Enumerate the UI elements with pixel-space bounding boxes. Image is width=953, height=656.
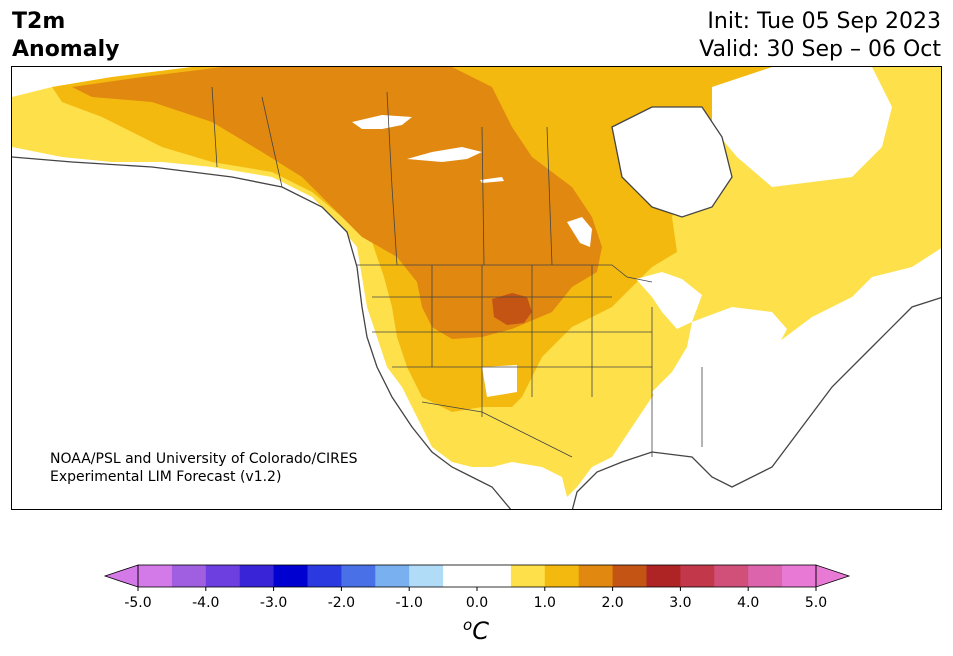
- unit-letter: C: [472, 617, 489, 645]
- colorbar-cell: [273, 565, 308, 587]
- pacific-ocean: [12, 157, 511, 509]
- colorbar-tick-label: 0.0: [466, 595, 488, 611]
- credit-line-2: Experimental LIM Forecast (v1.2): [50, 469, 282, 485]
- lake: [636, 272, 702, 329]
- colorbar-unit: oC: [463, 616, 489, 645]
- colorbar-cell: [375, 565, 410, 587]
- colorbar-tick-label: -2.0: [328, 595, 355, 611]
- colorbar-cell: [443, 565, 478, 587]
- credit-text: NOAA/PSL and University of Colorado/CIRE…: [50, 450, 358, 486]
- colorbar-tick-label: -5.0: [124, 595, 151, 611]
- colorbar-cell: [205, 565, 241, 587]
- gulf-of-mexico: [572, 297, 941, 509]
- lake: [352, 115, 412, 129]
- colorbar-cell: [578, 565, 614, 587]
- map-panel: NOAA/PSL and University of Colorado/CIRE…: [11, 66, 942, 510]
- lake: [480, 177, 504, 183]
- anomaly-region-2.0: [492, 293, 532, 325]
- colorbar-extend-low: [103, 564, 139, 588]
- colorbar-cell: [544, 565, 580, 587]
- map-title: T2m Anomaly: [12, 8, 119, 64]
- colorbar-cell: [748, 565, 783, 587]
- anomaly-region-neutral-east: [652, 307, 787, 447]
- colorbar-cell: [646, 565, 681, 587]
- colorbar-tick-label: 1.0: [534, 595, 556, 611]
- colorbar-tick-label: -4.0: [192, 595, 219, 611]
- colorbar-cell: [307, 565, 342, 587]
- colorbar-cell: [409, 565, 444, 587]
- credit-line-1: NOAA/PSL and University of Colorado/CIRE…: [50, 451, 358, 467]
- lake: [567, 217, 592, 247]
- colorbar-cell: [510, 565, 546, 587]
- colorbar-tick-label: 3.0: [669, 595, 691, 611]
- valid-date: Valid: 30 Sep – 06 Oct: [699, 37, 941, 62]
- colorbar-tick-label: 5.0: [805, 595, 827, 611]
- colorbar-cell: [138, 565, 173, 587]
- colorbar-extend-high: [815, 564, 851, 588]
- init-date: Init: Tue 05 Sep 2023: [707, 9, 941, 34]
- colorbar-cell: [239, 565, 275, 587]
- colorbar-tick-label: 4.0: [737, 595, 759, 611]
- colorbar-cell: [612, 565, 647, 587]
- colorbar-cell: [782, 565, 817, 587]
- coastlines: [12, 106, 941, 509]
- colorbar-tick-label: 2.0: [601, 595, 623, 611]
- lake: [407, 147, 482, 162]
- anomaly-map: [12, 67, 941, 509]
- colorbar-tick-label: -3.0: [260, 595, 287, 611]
- hudson-bay: [612, 107, 732, 217]
- anomaly-region-1.5: [72, 67, 602, 339]
- colorbar-cell: [341, 565, 376, 587]
- colorbar-tick-label: -1.0: [396, 595, 423, 611]
- colorbar-cell: [680, 565, 715, 587]
- colorbar-cell: [171, 565, 207, 587]
- unit-degree: o: [463, 616, 473, 634]
- political-borders: [211, 86, 703, 458]
- title-line-2: Anomaly: [12, 37, 120, 62]
- anomaly-region-neutral-northeast: [712, 67, 892, 187]
- colorbar-cell: [477, 565, 512, 587]
- title-line-1: T2m: [12, 9, 66, 34]
- colorbar-cell: [714, 565, 749, 587]
- anomaly-region-neutral-sw: [482, 365, 517, 397]
- forecast-dates: Init: Tue 05 Sep 2023 Valid: 30 Sep – 06…: [699, 8, 941, 64]
